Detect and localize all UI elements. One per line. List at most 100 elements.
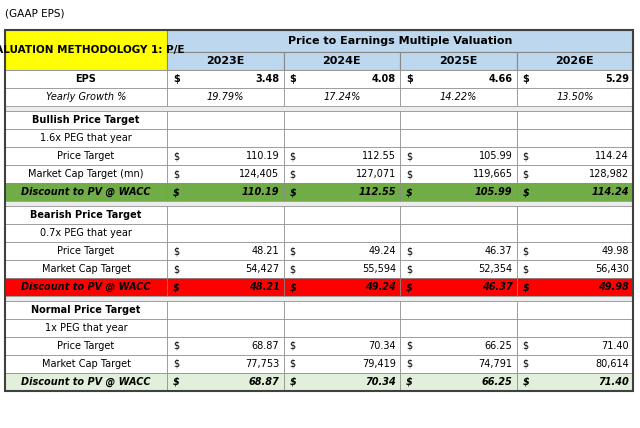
Text: Discount to PV @ WACC: Discount to PV @ WACC <box>21 282 151 292</box>
Bar <box>516 373 633 391</box>
Bar <box>167 224 284 242</box>
Bar <box>167 278 284 296</box>
Bar <box>284 206 400 224</box>
Text: $: $ <box>522 151 529 161</box>
Text: 110.19: 110.19 <box>246 151 280 161</box>
Text: $: $ <box>173 264 179 274</box>
Bar <box>5 355 167 373</box>
Text: Normal Price Target: Normal Price Target <box>31 305 141 315</box>
Text: $: $ <box>173 169 179 179</box>
Bar <box>400 165 516 183</box>
Text: $: $ <box>173 187 180 197</box>
Text: $: $ <box>406 74 413 84</box>
Text: $: $ <box>289 187 296 197</box>
Bar <box>400 129 516 147</box>
Bar <box>516 129 633 147</box>
Bar <box>5 373 167 391</box>
Bar <box>5 165 167 183</box>
Text: 105.99: 105.99 <box>475 187 513 197</box>
Text: 74,791: 74,791 <box>479 359 513 369</box>
Bar <box>516 183 633 201</box>
Bar <box>284 319 400 337</box>
Bar <box>516 52 633 70</box>
Text: $: $ <box>522 246 529 256</box>
Bar <box>5 242 167 260</box>
Bar <box>167 373 284 391</box>
Text: Bearish Price Target: Bearish Price Target <box>30 210 141 220</box>
Text: $: $ <box>406 282 413 292</box>
Text: Price Target: Price Target <box>58 151 115 161</box>
Text: 124,405: 124,405 <box>239 169 280 179</box>
Bar <box>167 319 284 337</box>
Text: 77,753: 77,753 <box>245 359 280 369</box>
Text: $: $ <box>289 169 296 179</box>
Text: 4.08: 4.08 <box>372 74 396 84</box>
Bar <box>167 129 284 147</box>
Text: 2024E: 2024E <box>323 56 361 66</box>
Bar <box>284 147 400 165</box>
Text: $: $ <box>173 359 179 369</box>
Bar <box>400 373 516 391</box>
Text: 79,419: 79,419 <box>362 359 396 369</box>
Bar <box>284 278 400 296</box>
Bar <box>400 260 516 278</box>
Bar <box>400 278 516 296</box>
Text: $: $ <box>522 341 529 351</box>
Bar <box>284 260 400 278</box>
Bar <box>516 278 633 296</box>
Bar <box>516 355 633 373</box>
Bar <box>284 224 400 242</box>
Text: $: $ <box>173 377 180 387</box>
Text: $: $ <box>173 246 179 256</box>
Text: 46.37: 46.37 <box>485 246 513 256</box>
Bar <box>400 88 516 106</box>
Text: $: $ <box>406 246 412 256</box>
Bar <box>5 70 167 88</box>
Bar <box>516 337 633 355</box>
Bar <box>400 242 516 260</box>
Text: $: $ <box>522 359 529 369</box>
Bar <box>516 224 633 242</box>
Text: 13.50%: 13.50% <box>556 92 593 102</box>
Bar <box>284 301 400 319</box>
Text: 127,071: 127,071 <box>356 169 396 179</box>
Bar <box>284 111 400 129</box>
Text: 119,665: 119,665 <box>472 169 513 179</box>
Text: 5.29: 5.29 <box>605 74 629 84</box>
Bar <box>284 242 400 260</box>
Bar <box>5 201 633 206</box>
Bar <box>167 183 284 201</box>
Text: 2026E: 2026E <box>556 56 594 66</box>
Text: 68.87: 68.87 <box>249 377 280 387</box>
Bar <box>516 206 633 224</box>
Text: Market Cap Target: Market Cap Target <box>42 264 131 274</box>
Bar <box>400 206 516 224</box>
Bar <box>5 206 167 224</box>
Bar <box>167 88 284 106</box>
Bar <box>5 301 167 319</box>
Text: 70.34: 70.34 <box>365 377 396 387</box>
Text: 3.48: 3.48 <box>255 74 280 84</box>
Text: Discount to PV @ WACC: Discount to PV @ WACC <box>21 377 151 387</box>
Text: 56,430: 56,430 <box>595 264 629 274</box>
Bar <box>5 296 633 301</box>
Text: $: $ <box>522 264 529 274</box>
Text: 71.40: 71.40 <box>602 341 629 351</box>
Text: $: $ <box>406 264 412 274</box>
Text: 0.7x PEG that year: 0.7x PEG that year <box>40 228 132 238</box>
Bar <box>284 88 400 106</box>
Text: $: $ <box>289 282 296 292</box>
Bar <box>284 373 400 391</box>
Text: 71.40: 71.40 <box>598 377 629 387</box>
Bar <box>5 337 167 355</box>
Text: 48.21: 48.21 <box>249 282 280 292</box>
Text: $: $ <box>173 151 179 161</box>
Text: 80,614: 80,614 <box>595 359 629 369</box>
Text: $: $ <box>406 359 412 369</box>
Bar <box>284 183 400 201</box>
Text: 1.6x PEG that year: 1.6x PEG that year <box>40 133 132 143</box>
Text: $: $ <box>406 187 413 197</box>
Text: 49.24: 49.24 <box>369 246 396 256</box>
Text: 49.98: 49.98 <box>602 246 629 256</box>
Text: $: $ <box>289 74 296 84</box>
